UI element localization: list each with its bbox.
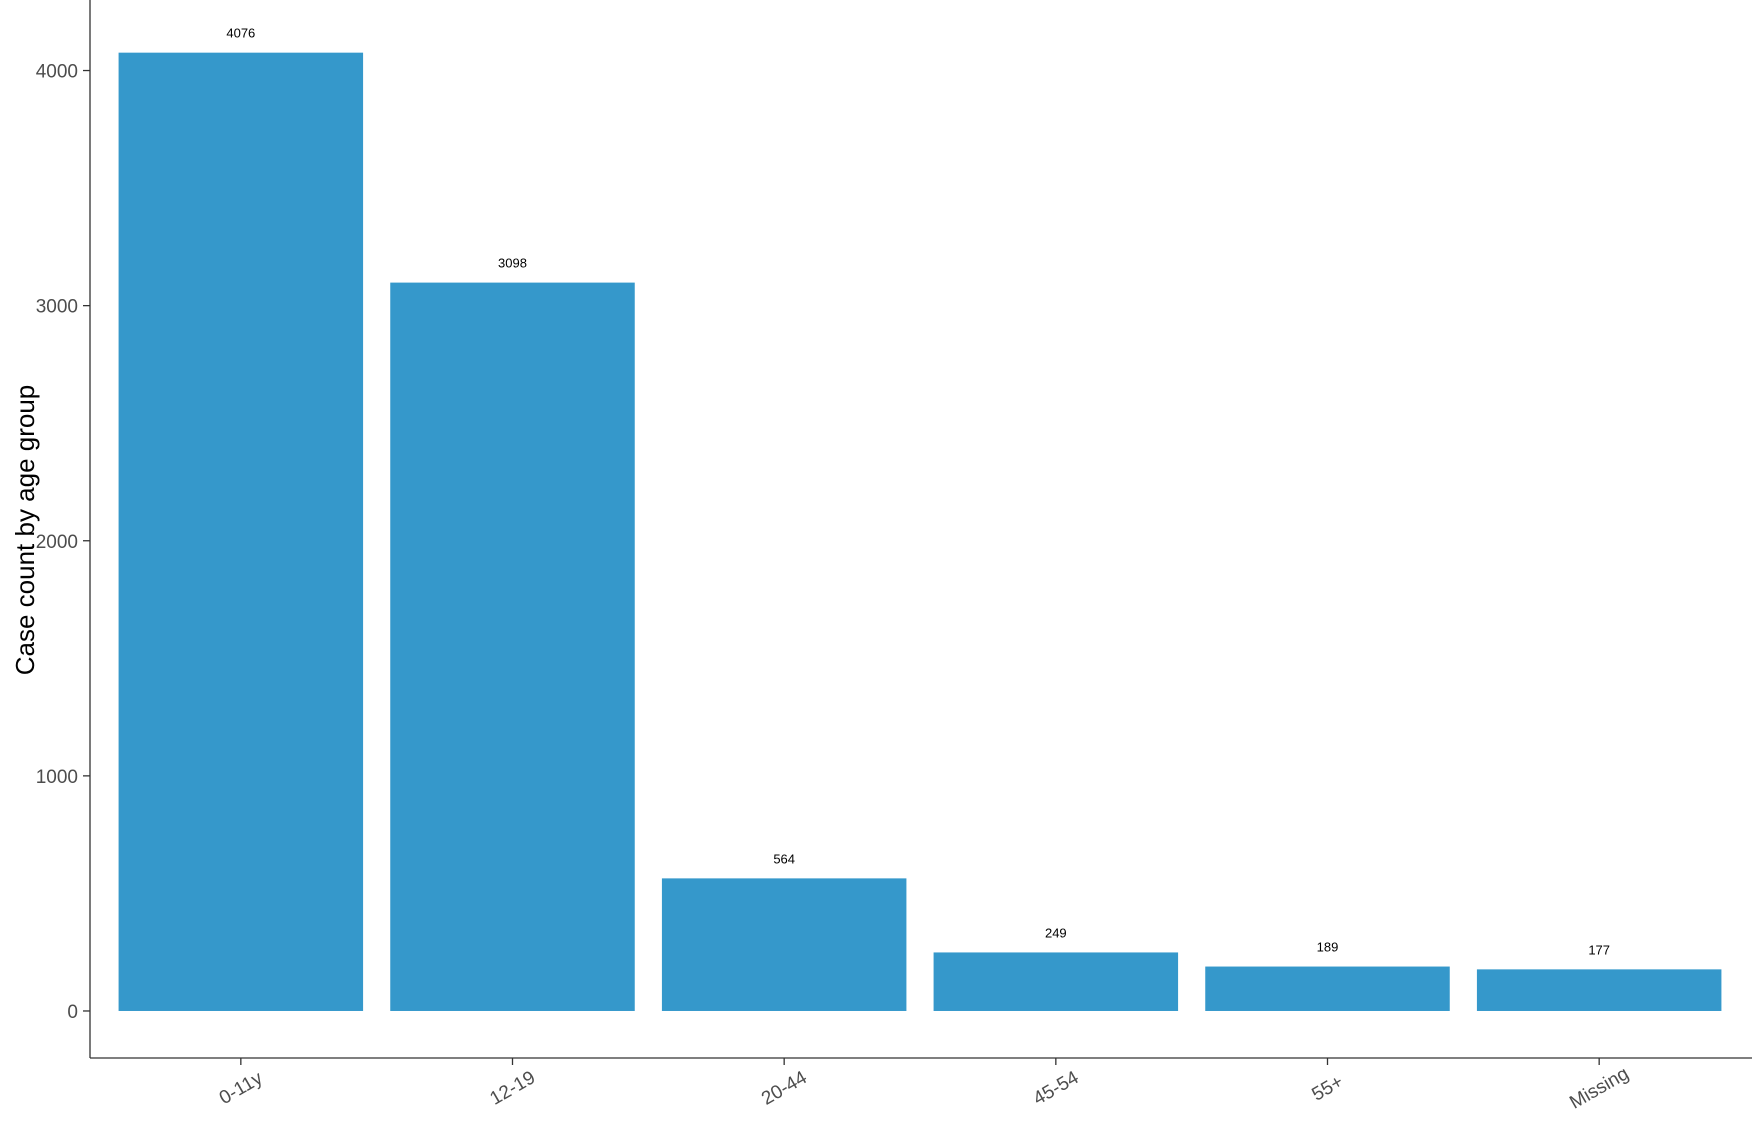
bar-0-11y (118, 52, 364, 1011)
y-tick-label: 4000 (36, 62, 78, 83)
y-tick-label: 1000 (36, 767, 78, 788)
data-label: 564 (773, 851, 795, 866)
bar-12-19 (390, 282, 635, 1011)
data-label: 249 (1045, 925, 1067, 940)
bar-45-54 (933, 952, 1179, 1011)
y-tick-label: 0 (67, 1002, 78, 1023)
bar-missing (1476, 969, 1722, 1011)
y-tick-label: 2000 (36, 532, 78, 553)
x-tick-label: Missing (1566, 1063, 1632, 1113)
data-label: 3098 (498, 256, 527, 271)
data-label: 189 (1317, 940, 1339, 955)
x-tick-label: 20-44 (758, 1067, 811, 1110)
bar-55- (1205, 966, 1450, 1011)
data-labels: 4076 3098 564 249 189 177 (226, 26, 1610, 958)
y-tick-label: 3000 (36, 297, 78, 318)
bars (118, 52, 1722, 1011)
data-label: 177 (1588, 942, 1610, 957)
y-axis-title: Case count by age group (10, 385, 40, 676)
x-tick-label: 55+ (1309, 1071, 1347, 1105)
data-label: 4076 (226, 26, 255, 41)
x-tick-label: 0-11y (216, 1068, 267, 1109)
x-tick-label: 12-19 (486, 1067, 539, 1109)
bar-20-44 (661, 878, 907, 1011)
x-tick-label: 45-54 (1030, 1067, 1083, 1110)
